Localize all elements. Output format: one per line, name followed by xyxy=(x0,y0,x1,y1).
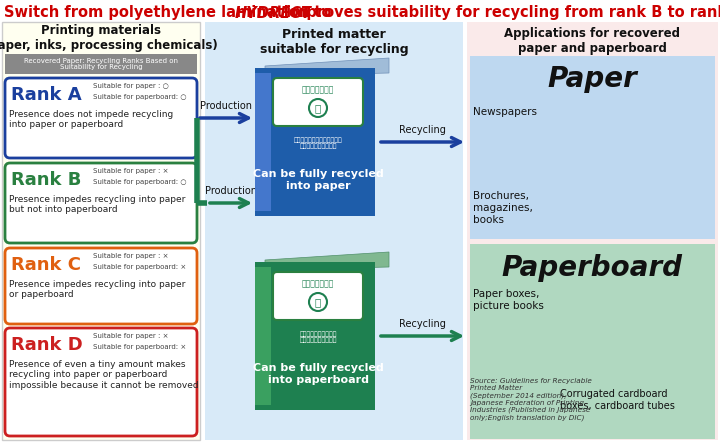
FancyBboxPatch shape xyxy=(273,78,363,126)
Text: Presence of even a tiny amount makes
recycling into paper or paperboard
impossib: Presence of even a tiny amount makes rec… xyxy=(9,360,199,390)
Text: Presence impedes recycling into paper
or paperboard: Presence impedes recycling into paper or… xyxy=(9,280,185,299)
FancyBboxPatch shape xyxy=(5,163,197,243)
Text: Corrugated cardboard
boxes, cardboard tubes: Corrugated cardboard boxes, cardboard tu… xyxy=(560,389,675,411)
Text: Applications for recovered
paper and paperboard: Applications for recovered paper and pap… xyxy=(505,27,680,55)
FancyBboxPatch shape xyxy=(273,272,363,320)
Text: Paperboard: Paperboard xyxy=(502,254,683,282)
Bar xyxy=(470,244,715,439)
Text: リサイクル適性: リサイクル適性 xyxy=(302,85,334,95)
Bar xyxy=(205,22,463,440)
Text: Suitable for paperboard: ×: Suitable for paperboard: × xyxy=(93,264,186,270)
Text: Printed matter
suitable for recycling: Printed matter suitable for recycling xyxy=(260,28,408,56)
Text: Recycling: Recycling xyxy=(399,125,446,135)
Text: Suitable for paper : ×: Suitable for paper : × xyxy=(93,253,168,259)
Bar xyxy=(255,267,271,405)
Text: Rank D: Rank D xyxy=(11,336,83,354)
Text: Switch from polyethylene lamination to: Switch from polyethylene lamination to xyxy=(4,5,337,20)
Text: Rank B: Rank B xyxy=(11,171,81,189)
Text: Presence impedes recycling into paper
but not into paperboard: Presence impedes recycling into paper bu… xyxy=(9,195,185,214)
Text: Production: Production xyxy=(200,101,252,111)
Text: Suitable for paper : ×: Suitable for paper : × xyxy=(93,333,168,339)
Bar xyxy=(5,54,197,74)
Text: リサイクル適性: リサイクル適性 xyxy=(302,279,334,289)
Text: Paper boxes,
picture books: Paper boxes, picture books xyxy=(473,289,544,311)
Text: この印刷物は、印刷用の紙へ
リサイクルできます。: この印刷物は、印刷用の紙へ リサイクルできます。 xyxy=(294,137,343,149)
Bar xyxy=(255,68,375,216)
Polygon shape xyxy=(265,58,389,76)
Text: Newspapers: Newspapers xyxy=(473,107,537,117)
Text: Suitable for paperboard: ×: Suitable for paperboard: × xyxy=(93,344,186,350)
Text: Suitable for paperboard: ○: Suitable for paperboard: ○ xyxy=(93,94,186,100)
Text: Recovered Paper: Recycling Ranks Based on
Suitability for Recycling: Recovered Paper: Recycling Ranks Based o… xyxy=(24,57,178,71)
Bar xyxy=(2,22,200,440)
FancyBboxPatch shape xyxy=(5,78,197,158)
Text: Presence does not impede recycling
into paper or paperboard: Presence does not impede recycling into … xyxy=(9,110,174,130)
Text: Rank A: Rank A xyxy=(11,86,81,104)
Text: この印刷物は、板紙へ
リサイクルできます。: この印刷物は、板紙へ リサイクルできます。 xyxy=(300,331,337,343)
Text: Ａ: Ａ xyxy=(315,103,321,113)
Bar xyxy=(467,22,718,440)
Text: Paper: Paper xyxy=(547,65,637,93)
Text: Suitable for paper : ×: Suitable for paper : × xyxy=(93,168,168,174)
Bar xyxy=(255,73,271,211)
Text: Suitable for paperboard: ○: Suitable for paperboard: ○ xyxy=(93,179,186,185)
Text: Source: Guidelines for Recyclable
Printed Matter
(September 2014 edition),
Japan: Source: Guidelines for Recyclable Printe… xyxy=(470,378,592,421)
Text: Suitable for paper : ○: Suitable for paper : ○ xyxy=(93,83,168,89)
Text: Brochures,
magazines,
books: Brochures, magazines, books xyxy=(473,191,533,225)
FancyBboxPatch shape xyxy=(5,328,197,436)
Bar xyxy=(470,56,715,239)
Text: Recycling: Recycling xyxy=(399,319,446,329)
Bar xyxy=(255,262,375,410)
Text: Rank C: Rank C xyxy=(11,256,81,274)
Text: improves suitability for recycling from rank B to rank A: improves suitability for recycling from … xyxy=(281,5,720,20)
Text: Can be fully recycled
into paper: Can be fully recycled into paper xyxy=(253,169,383,191)
Polygon shape xyxy=(265,252,389,270)
Text: Can be fully recycled
into paperboard: Can be fully recycled into paperboard xyxy=(253,363,383,385)
Text: HYDRECT: HYDRECT xyxy=(235,5,312,20)
FancyBboxPatch shape xyxy=(5,248,197,324)
Text: Ｂ: Ｂ xyxy=(315,297,321,307)
Text: Production: Production xyxy=(205,186,257,196)
Text: Printing materials
(Paper, inks, processing chemicals): Printing materials (Paper, inks, process… xyxy=(0,24,218,52)
